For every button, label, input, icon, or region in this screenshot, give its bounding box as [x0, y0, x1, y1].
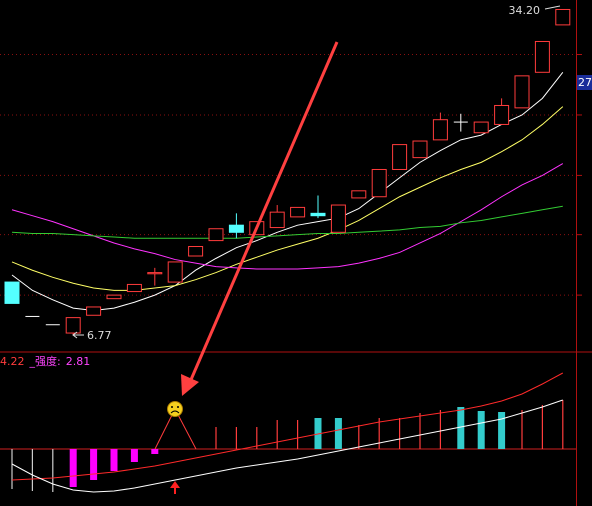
annotation-arrowhead — [181, 374, 199, 396]
candle-body — [167, 261, 183, 283]
indicator-bar — [235, 427, 237, 449]
candle-body — [86, 306, 102, 316]
min-pointer-head — [72, 331, 78, 339]
smiley-icon — [167, 401, 183, 417]
indicator-bar — [498, 412, 506, 449]
min-label: 6.77 — [87, 329, 112, 342]
price-tag-box — [577, 75, 592, 90]
indicator-bar — [457, 407, 465, 449]
max-pointer — [544, 5, 561, 10]
candle-body — [208, 228, 224, 242]
price-tag: 27. — [578, 76, 592, 89]
indicator-bar — [541, 405, 543, 449]
indicator-bar — [358, 425, 360, 449]
indicator-bar — [90, 449, 98, 480]
indicator-bar — [521, 410, 523, 449]
indicator-bar — [256, 427, 258, 449]
indicator-line — [11, 399, 563, 493]
candle-body — [494, 104, 510, 125]
candle-body — [4, 281, 20, 304]
candle-body — [330, 204, 346, 233]
indicator-bar — [11, 449, 13, 489]
indicator-bar — [477, 411, 485, 449]
indicator-bar — [399, 418, 401, 449]
moving-average-line — [11, 106, 564, 291]
indicator-bar — [562, 400, 564, 449]
indicator-bar — [69, 449, 77, 487]
moving-average-line — [11, 163, 564, 270]
indicator-bar — [52, 449, 54, 492]
candle-body — [432, 119, 448, 141]
candle-body — [126, 283, 142, 293]
candle-body — [514, 75, 530, 109]
candle-body — [65, 317, 81, 334]
indicator-line — [11, 372, 564, 481]
candle-body — [106, 294, 122, 300]
candle-body — [473, 121, 489, 134]
candle-body — [290, 206, 306, 218]
buy-arrowhead — [170, 481, 180, 488]
candle-body — [392, 144, 408, 170]
candle-body — [188, 246, 204, 257]
indicator-bar — [297, 420, 299, 449]
smiley-mouth — [170, 410, 180, 414]
indicator-bar — [378, 418, 380, 449]
indicator-readout: 2.81 — [66, 355, 91, 368]
candle-body — [351, 190, 367, 199]
candle-body — [147, 272, 163, 275]
candle-body — [228, 224, 244, 233]
plot: 4.22 _强度: 2.81 — [0, 8, 582, 493]
indicator-bar — [334, 418, 342, 449]
smiley-eye — [171, 406, 173, 408]
smiley-eye — [177, 406, 179, 408]
candle-body — [555, 8, 571, 26]
indicator-bar — [110, 449, 118, 471]
candle-body — [534, 40, 550, 73]
annotation-arrow — [188, 41, 339, 383]
indicator-bar — [439, 410, 441, 449]
candle-body — [371, 168, 387, 198]
indicator-bar — [419, 413, 421, 449]
max-label: 34.20 — [509, 4, 541, 17]
moving-average-line — [11, 71, 564, 312]
indicator-readout: _强度: — [29, 354, 61, 368]
moving-average-line — [11, 205, 563, 239]
candle-body — [310, 212, 326, 217]
indicator-bar — [151, 449, 159, 454]
indicator-bar — [31, 449, 33, 491]
candle-body — [412, 140, 428, 159]
candle-body — [269, 211, 285, 229]
indicator-bar — [215, 427, 217, 449]
indicator-bar — [276, 420, 278, 449]
indicator-bar — [130, 449, 138, 462]
indicator-readout: 4.22 — [0, 355, 25, 368]
